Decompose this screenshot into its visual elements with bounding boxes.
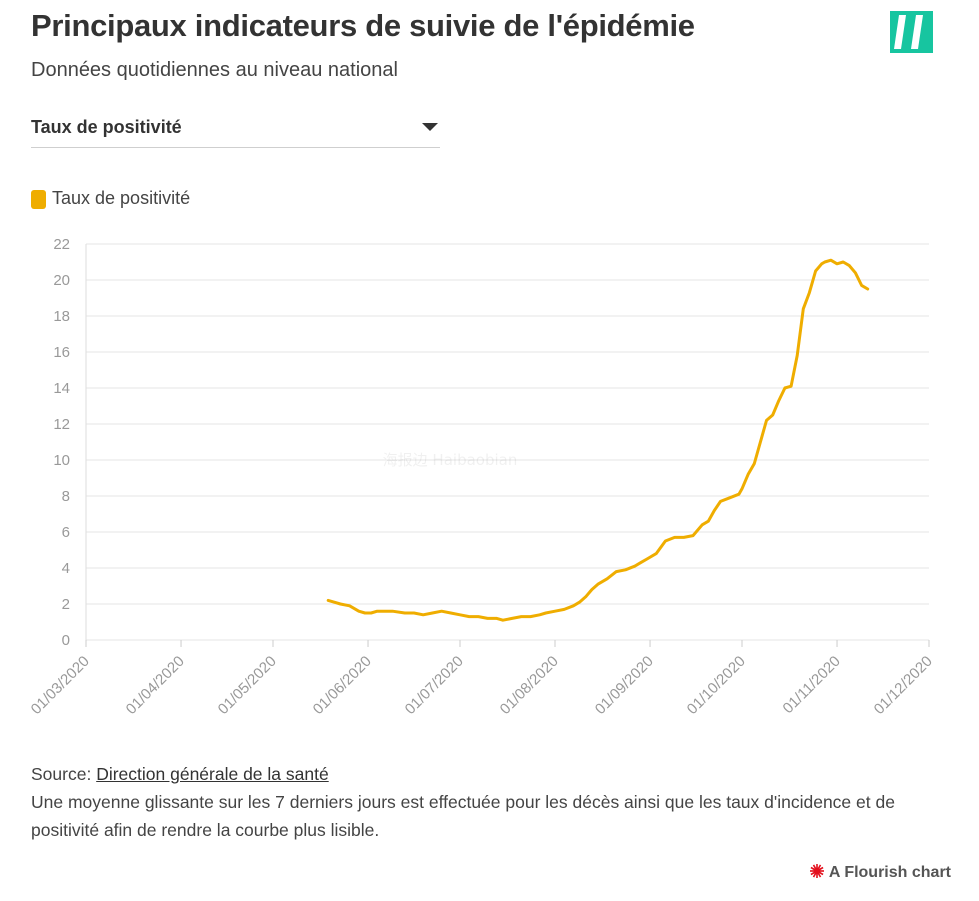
legend-swatch xyxy=(31,190,46,209)
y-tick-label: 6 xyxy=(62,524,70,541)
x-tick-label: 01/04/2020 xyxy=(123,653,188,718)
flourish-credit-label: A Flourish chart xyxy=(828,864,951,881)
indicator-dropdown[interactable]: Taux de positivité xyxy=(31,107,440,148)
source-prefix: Source: xyxy=(31,764,97,784)
chevron-down-icon xyxy=(422,123,438,131)
legend-label: Taux de positivité xyxy=(52,188,191,208)
y-tick-label: 12 xyxy=(53,416,70,433)
dropdown-selected-value: Taux de positivité xyxy=(31,117,182,137)
footer-note: Une moyenne glissante sur les 7 derniers… xyxy=(31,792,895,840)
series-line xyxy=(326,258,870,622)
flourish-burst-icon xyxy=(809,864,824,878)
x-tick-label: 01/06/2020 xyxy=(310,653,375,718)
y-tick-label: 8 xyxy=(62,488,70,505)
watermark: 海报边 Haibaobian xyxy=(383,451,518,469)
x-tick-label: 01/11/2020 xyxy=(780,653,844,717)
x-tick-label: 01/08/2020 xyxy=(497,653,562,718)
page-subtitle: Données quotidiennes au niveau national xyxy=(31,59,398,81)
source-link[interactable]: Direction générale de la santé xyxy=(96,764,329,784)
flourish-credit-link[interactable]: A Flourish chart xyxy=(809,863,951,882)
y-tick-label: 18 xyxy=(53,308,70,325)
footer: Source: Direction générale de la santé U… xyxy=(31,760,961,844)
y-tick-label: 20 xyxy=(53,272,70,289)
y-tick-label: 16 xyxy=(53,344,70,361)
y-tick-label: 0 xyxy=(62,632,70,649)
y-tick-label: 22 xyxy=(53,236,70,253)
y-tick-label: 10 xyxy=(53,452,70,469)
x-tick-label: 01/03/2020 xyxy=(28,653,93,718)
x-tick-label: 01/09/2020 xyxy=(592,653,657,718)
x-tick-label: 01/07/2020 xyxy=(402,653,467,718)
page-title: Principaux indicateurs de suivie de l'ép… xyxy=(31,8,695,43)
x-tick-label: 01/05/2020 xyxy=(215,653,280,718)
y-tick-label: 2 xyxy=(62,596,70,613)
x-tick-label: 01/10/2020 xyxy=(684,653,749,718)
publisher-logo-icon xyxy=(890,11,933,53)
y-tick-label: 14 xyxy=(53,380,70,397)
line-chart: 0 2 4 6 8 10 12 14 16 18 20 22 01/03/2020 01/04/2020 0… xyxy=(28,236,936,718)
x-tick-label: 01/12/2020 xyxy=(871,653,936,718)
y-tick-label: 4 xyxy=(62,560,70,577)
